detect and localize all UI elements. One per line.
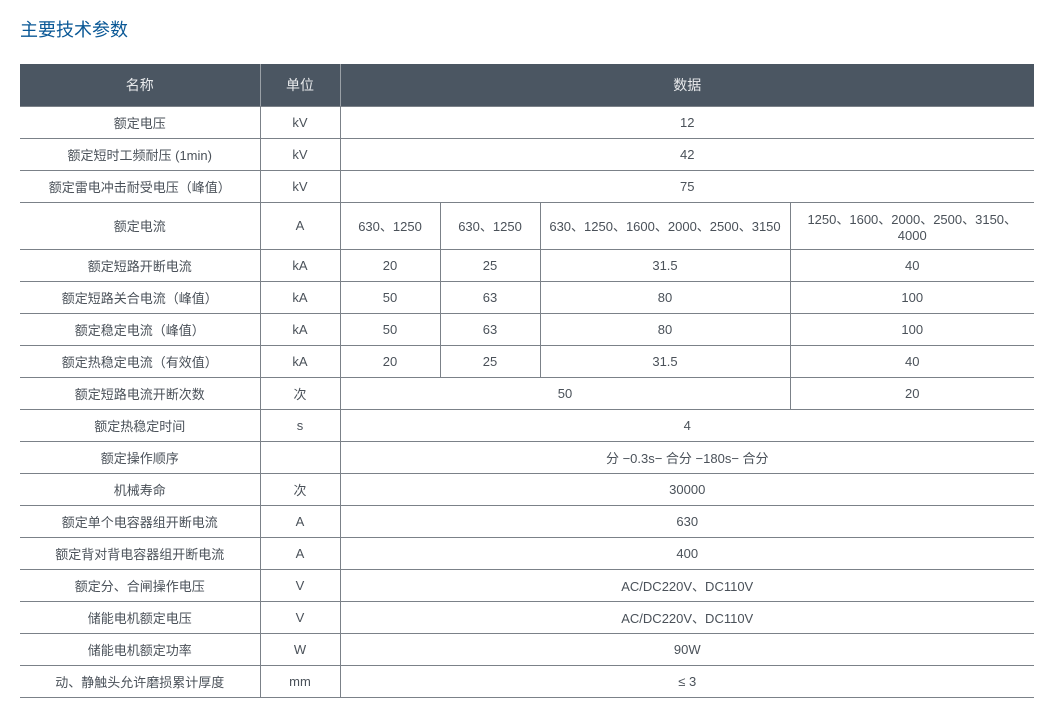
cell-unit: V: [260, 569, 340, 601]
cell-name: 额定短路电流开断次数: [20, 377, 260, 409]
table-row: 额定短路关合电流（峰值） kA 50 63 80 100: [20, 281, 1034, 313]
cell-name: 额定背对背电容器组开断电流: [20, 537, 260, 569]
cell-name: 机械寿命: [20, 473, 260, 505]
cell-unit: kV: [260, 138, 340, 170]
table-row: 额定热稳定时间 s 4: [20, 409, 1034, 441]
cell-name: 额定热稳定时间: [20, 409, 260, 441]
cell-value: 50: [340, 281, 440, 313]
spec-table: 名称 单位 数据 额定电压 kV 12 额定短时工频耐压 (1min) kV 4…: [20, 64, 1034, 698]
cell-value: 75: [340, 170, 1034, 202]
cell-value: 50: [340, 377, 790, 409]
cell-value: 63: [440, 313, 540, 345]
table-row: 额定电流 A 630、1250 630、1250 630、1250、1600、2…: [20, 202, 1034, 249]
cell-name: 额定稳定电流（峰值）: [20, 313, 260, 345]
cell-unit: W: [260, 633, 340, 665]
cell-value: 40: [790, 345, 1034, 377]
cell-value: 630、1250: [440, 202, 540, 249]
cell-name: 储能电机额定功率: [20, 633, 260, 665]
table-row: 动、静触头允许磨损累计厚度 mm ≤ 3: [20, 665, 1034, 697]
table-row: 额定雷电冲击耐受电压（峰值） kV 75: [20, 170, 1034, 202]
table-row: 额定背对背电容器组开断电流 A 400: [20, 537, 1034, 569]
cell-unit: [260, 441, 340, 473]
cell-value: 25: [440, 345, 540, 377]
cell-unit: A: [260, 505, 340, 537]
cell-value: 50: [340, 313, 440, 345]
cell-unit: s: [260, 409, 340, 441]
cell-value: 63: [440, 281, 540, 313]
cell-unit: kA: [260, 313, 340, 345]
cell-value: 20: [790, 377, 1034, 409]
cell-name: 额定电压: [20, 106, 260, 138]
table-row: 额定热稳定电流（有效值） kA 20 25 31.5 40: [20, 345, 1034, 377]
table-row: 额定短时工频耐压 (1min) kV 42: [20, 138, 1034, 170]
cell-name: 储能电机额定电压: [20, 601, 260, 633]
cell-value: 4: [340, 409, 1034, 441]
cell-unit: kV: [260, 106, 340, 138]
cell-value: 31.5: [540, 249, 790, 281]
cell-unit: A: [260, 202, 340, 249]
table-row: 额定操作顺序 分 −0.3s− 合分 −180s− 合分: [20, 441, 1034, 473]
cell-name: 额定短路关合电流（峰值）: [20, 281, 260, 313]
table-row: 储能电机额定电压 V AC/DC220V、DC110V: [20, 601, 1034, 633]
cell-value: 90W: [340, 633, 1034, 665]
cell-name: 动、静触头允许磨损累计厚度: [20, 665, 260, 697]
table-row: 机械寿命 次 30000: [20, 473, 1034, 505]
cell-name: 额定热稳定电流（有效值）: [20, 345, 260, 377]
cell-unit: mm: [260, 665, 340, 697]
cell-value: ≤ 3: [340, 665, 1034, 697]
cell-value: 42: [340, 138, 1034, 170]
cell-name: 额定短路开断电流: [20, 249, 260, 281]
table-row: 额定分、合闸操作电压 V AC/DC220V、DC110V: [20, 569, 1034, 601]
cell-name: 额定单个电容器组开断电流: [20, 505, 260, 537]
cell-value: 25: [440, 249, 540, 281]
cell-unit: kA: [260, 345, 340, 377]
cell-value: 80: [540, 281, 790, 313]
cell-value: 31.5: [540, 345, 790, 377]
cell-unit: kV: [260, 170, 340, 202]
cell-unit: V: [260, 601, 340, 633]
cell-value: 100: [790, 281, 1034, 313]
cell-value: 12: [340, 106, 1034, 138]
cell-unit: 次: [260, 473, 340, 505]
cell-value: AC/DC220V、DC110V: [340, 601, 1034, 633]
section-title: 主要技术参数: [20, 16, 1034, 42]
cell-value: 630、1250、1600、2000、2500、3150: [540, 202, 790, 249]
table-row: 额定稳定电流（峰值） kA 50 63 80 100: [20, 313, 1034, 345]
cell-name: 额定分、合闸操作电压: [20, 569, 260, 601]
cell-value: 40: [790, 249, 1034, 281]
cell-value: 80: [540, 313, 790, 345]
cell-value: 分 −0.3s− 合分 −180s− 合分: [340, 441, 1034, 473]
cell-value: AC/DC220V、DC110V: [340, 569, 1034, 601]
cell-value: 100: [790, 313, 1034, 345]
header-unit: 单位: [260, 64, 340, 106]
cell-name: 额定电流: [20, 202, 260, 249]
table-row: 额定短路开断电流 kA 20 25 31.5 40: [20, 249, 1034, 281]
cell-value: 1250、1600、2000、2500、3150、4000: [790, 202, 1034, 249]
cell-value: 20: [340, 249, 440, 281]
cell-value: 400: [340, 537, 1034, 569]
cell-unit: kA: [260, 249, 340, 281]
table-row: 额定短路电流开断次数 次 50 20: [20, 377, 1034, 409]
cell-unit: 次: [260, 377, 340, 409]
cell-unit: kA: [260, 281, 340, 313]
header-data: 数据: [340, 64, 1034, 106]
cell-name: 额定短时工频耐压 (1min): [20, 138, 260, 170]
cell-unit: A: [260, 537, 340, 569]
cell-value: 630、1250: [340, 202, 440, 249]
cell-name: 额定操作顺序: [20, 441, 260, 473]
table-row: 额定电压 kV 12: [20, 106, 1034, 138]
table-header-row: 名称 单位 数据: [20, 64, 1034, 106]
table-row: 额定单个电容器组开断电流 A 630: [20, 505, 1034, 537]
cell-value: 30000: [340, 473, 1034, 505]
table-row: 储能电机额定功率 W 90W: [20, 633, 1034, 665]
cell-value: 630: [340, 505, 1034, 537]
cell-name: 额定雷电冲击耐受电压（峰值）: [20, 170, 260, 202]
header-name: 名称: [20, 64, 260, 106]
cell-value: 20: [340, 345, 440, 377]
